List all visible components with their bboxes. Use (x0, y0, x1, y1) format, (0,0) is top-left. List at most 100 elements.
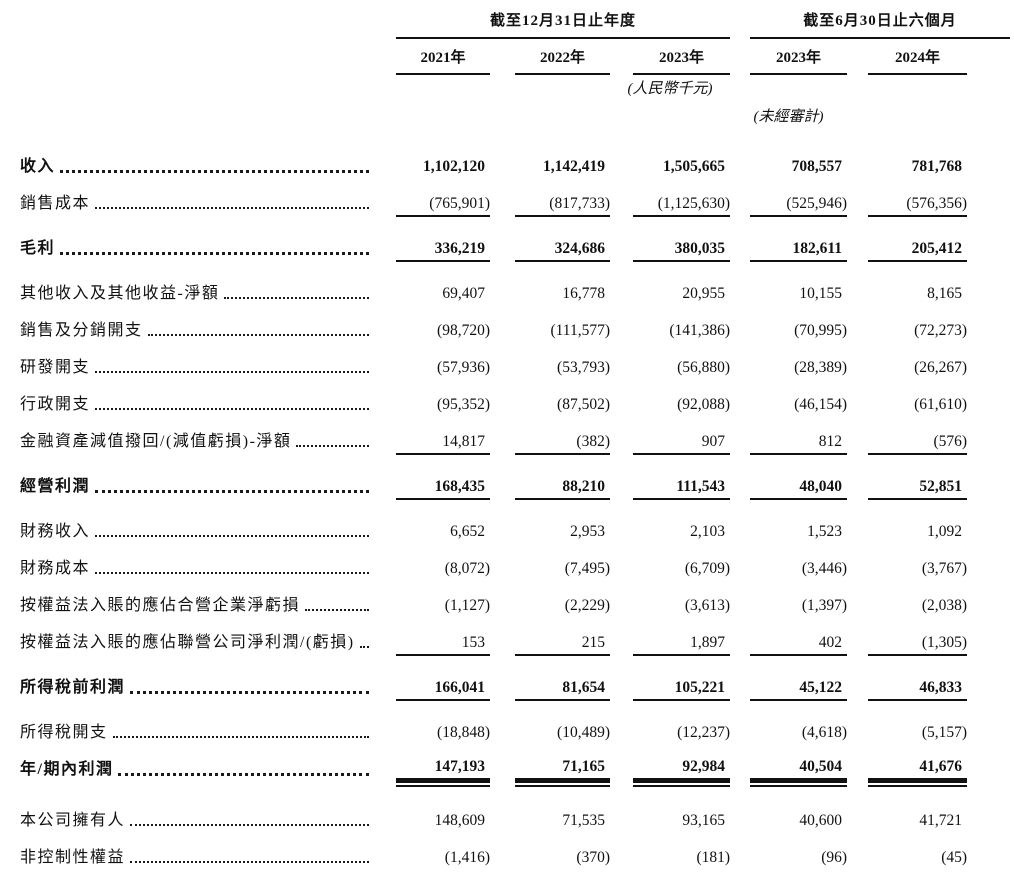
value: (53,793) (557, 359, 610, 376)
value: 205,412 (911, 240, 963, 257)
currency-note-cell: (人民幣千元) (610, 75, 730, 101)
value-cell-2023: (3,613) (610, 582, 730, 619)
value: 40,600 (799, 812, 843, 829)
row-label: 研發開支 (20, 359, 91, 376)
value: 10,155 (799, 285, 843, 302)
dot-leader (296, 445, 369, 447)
value: 92,984 (682, 758, 726, 775)
row-label-cell: 收入 (0, 129, 371, 180)
value-cell-2023: (92,088) (610, 381, 730, 418)
value: (70,995) (794, 322, 848, 339)
value: (2,229) (564, 597, 610, 614)
table-row: 研發開支 (57,936) (53,793) (56,880) (28,389)… (0, 344, 1010, 381)
value-cell-2024-interim: (1,305) (847, 619, 968, 656)
value-cell-2021: 6,652 (371, 500, 490, 545)
value: 52,851 (919, 478, 963, 495)
table-row: 年/期內利潤 147,193 71,165 92,984 40,504 41,6… (0, 746, 1010, 787)
right-margin-spacer (967, 262, 1010, 307)
value-cell-2024-interim: 205,412 (847, 217, 968, 262)
dot-leader (112, 736, 369, 738)
value-cell-2021: (95,352) (371, 381, 490, 418)
table-row: 金融資產減值撥回/(減值虧損)-淨額 14,817 (382) 907 812 … (0, 418, 1010, 455)
value: (10,489) (557, 724, 610, 741)
value-cell-2023: 92,984 (610, 746, 731, 787)
value-cell-2023-interim: 45,122 (730, 656, 848, 701)
value-cell-2024-interim: 46,833 (847, 656, 968, 701)
value: (8,072) (444, 560, 490, 577)
group-header-interim-cell: 截至6月30日止六個月 (730, 6, 1011, 39)
value-cell-2022: (10,489) (490, 701, 610, 746)
value-cell-2024-interim: (576) (847, 418, 968, 455)
year-header-2023-interim: 2023年 (730, 39, 848, 75)
value: 336,219 (434, 240, 485, 257)
row-label-cell: 研發開支 (0, 344, 371, 381)
value-cell-2021: (765,901) (371, 180, 490, 217)
row-label-cell: 行政開支 (0, 381, 371, 418)
value-cell-2022: 1,142,419 (490, 129, 610, 180)
value-cell-2022: 71,535 (490, 783, 610, 834)
group-header-annual-cell: 截至12月31日止年度 (371, 6, 731, 39)
value-cell-2023-interim: 40,600 (730, 783, 847, 834)
value: (382) (576, 433, 610, 450)
value-cell-2022: (7,495) (490, 545, 610, 582)
value-cell-2022: 215 (490, 619, 610, 656)
year-header-2024-interim: 2024年 (847, 39, 968, 75)
unit-note: (人民幣千元) (627, 81, 713, 97)
value-cell-2021: (1,416) (371, 834, 490, 871)
row-label: 按權益法入賬的應佔聯營公司淨利潤/(虧損) (20, 634, 355, 651)
value: (45) (941, 849, 968, 866)
row-label: 非控制性權益 (20, 849, 126, 866)
value-cell-2021: 69,407 (371, 262, 490, 307)
row-label-cell: 金融資產減值撥回/(減值虧損)-淨額 (0, 418, 371, 455)
value-cell-2024-interim: 41,676 (847, 746, 968, 787)
value: (98,720) (437, 322, 490, 339)
group-header-interim: 截至6月30日止六個月 (750, 9, 1011, 39)
value: (576) (933, 433, 968, 450)
value: 45,122 (799, 679, 843, 696)
value-cell-2022: (382) (490, 418, 610, 455)
value-cell-2023: 93,165 (610, 783, 730, 834)
table-row: 銷售成本 (765,901) (817,733) (1,125,630) (52… (0, 180, 1010, 217)
value-cell-2023-interim: 708,557 (730, 129, 847, 180)
row-label: 收入 (20, 158, 56, 175)
value-cell-2021: (18,848) (371, 701, 490, 746)
value-cell-2023-interim: 1,523 (730, 500, 847, 545)
row-label-cell: 按權益法入賬的應佔合營企業淨虧損 (0, 582, 371, 619)
value: (181) (696, 849, 731, 866)
value-cell-2024-interim: (576,356) (847, 180, 968, 217)
value-cell-2022: (817,733) (490, 180, 610, 217)
right-margin-spacer (967, 307, 1010, 344)
row-label: 銷售成本 (20, 195, 91, 212)
right-margin-spacer (967, 180, 1010, 217)
value: (765,901) (429, 195, 490, 212)
value-cell-2024-interim: (26,267) (847, 344, 967, 381)
year-header-2022: 2022年 (490, 39, 610, 75)
value: (96) (821, 849, 848, 866)
dot-leader (147, 334, 369, 336)
dot-leader (130, 861, 369, 863)
value-cell-2022: 324,686 (490, 217, 610, 262)
table-row: 按權益法入賬的應佔合營企業淨虧損 (1,127) (2,229) (3,613)… (0, 582, 1010, 619)
value: (12,237) (677, 724, 731, 741)
right-margin-spacer (967, 500, 1010, 545)
value: (2,038) (921, 597, 968, 614)
label-column-spacer (0, 6, 371, 39)
table-row: 財務收入 6,652 2,953 2,103 1,523 1,092 (0, 500, 1010, 545)
value: 168,435 (434, 478, 485, 495)
table-row: 本公司擁有人 148,609 71,535 93,165 40,600 41,7… (0, 783, 1010, 834)
year-header-row: 2021年 2022年 2023年 2023年 2024年 (0, 39, 1010, 75)
unaudited-note-cell: (未經審計) (730, 101, 847, 129)
right-margin-spacer (967, 582, 1010, 619)
value: 812 (818, 433, 843, 450)
value: 907 (701, 433, 726, 450)
value: 324,686 (554, 240, 605, 257)
row-label: 金融資產減值撥回/(減值虧損)-淨額 (20, 433, 292, 450)
value-cell-2024-interim: (72,273) (847, 307, 967, 344)
dot-leader (60, 252, 369, 255)
right-margin-spacer (967, 783, 1010, 834)
table-row: 經營利潤 168,435 88,210 111,543 48,040 52,85… (0, 455, 1010, 500)
value: 215 (581, 634, 605, 651)
row-label: 所得稅前利潤 (20, 679, 126, 696)
row-label: 毛利 (20, 240, 56, 257)
value-cell-2021: 14,817 (371, 418, 490, 455)
